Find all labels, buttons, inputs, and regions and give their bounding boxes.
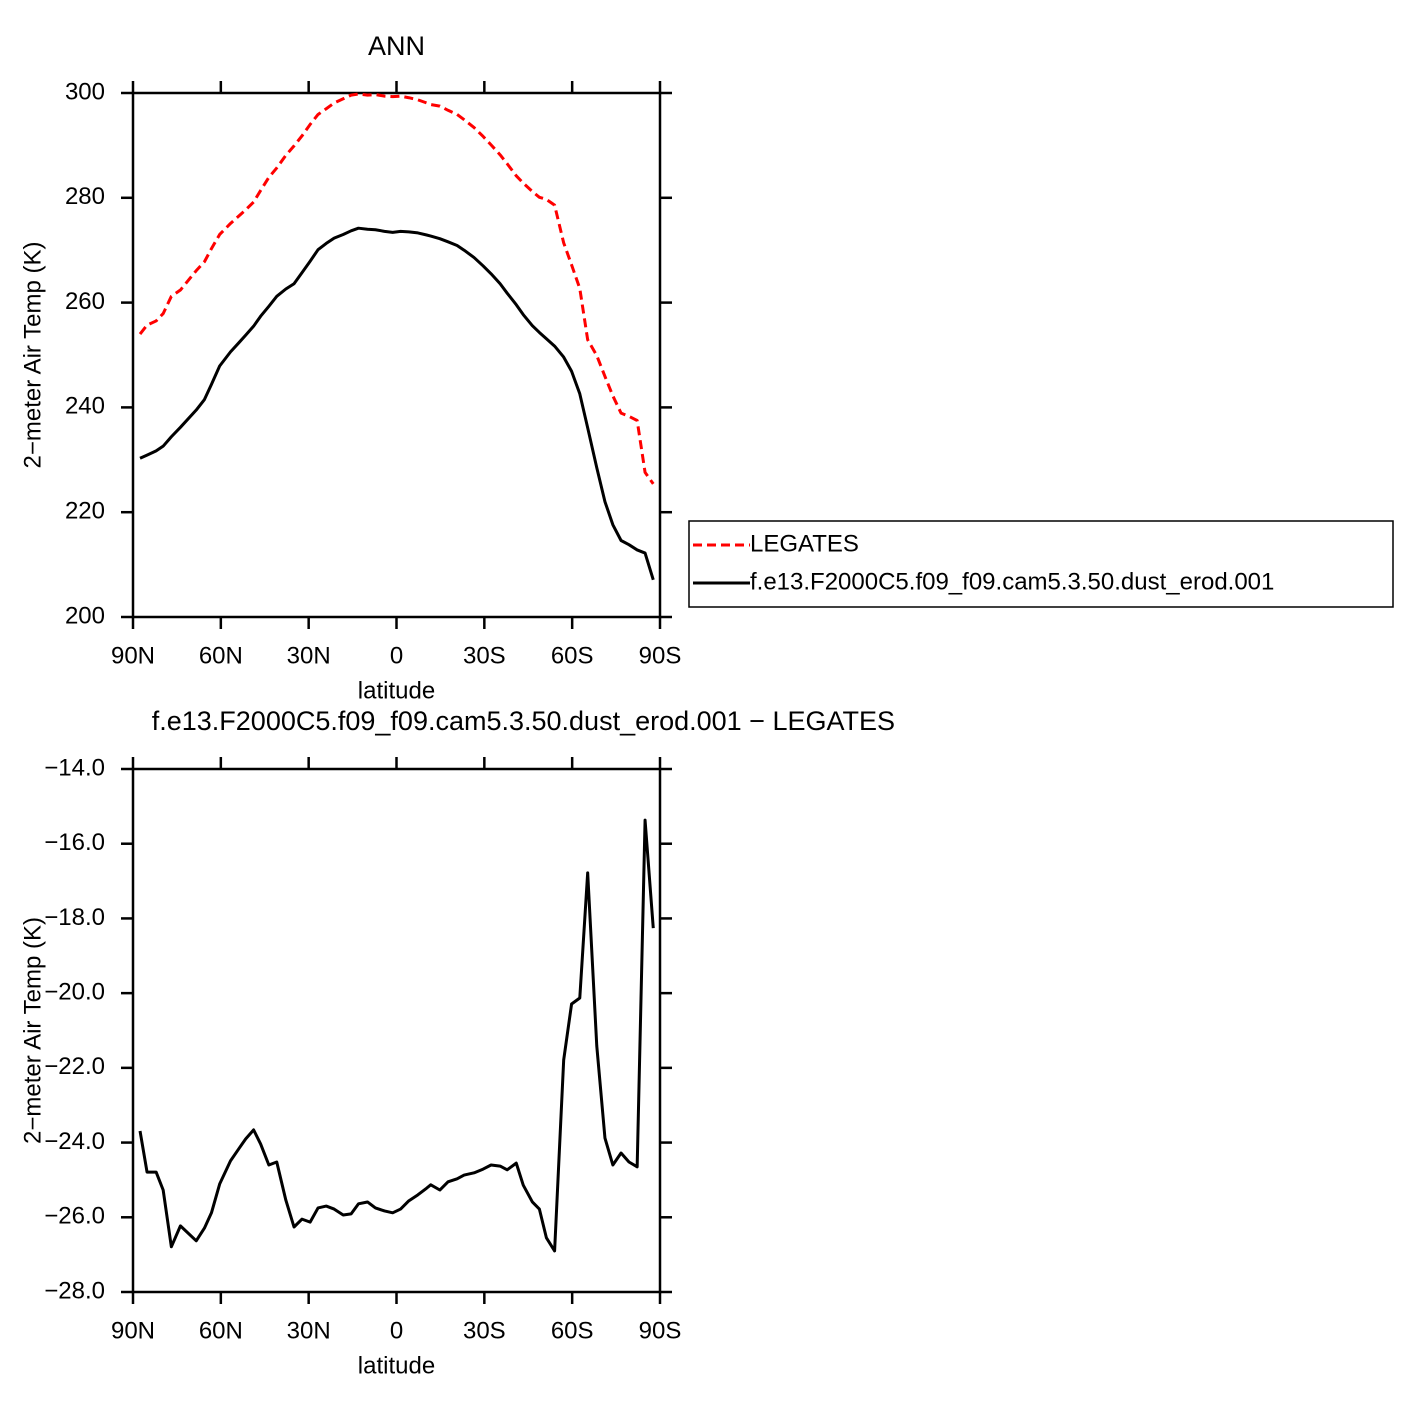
x-tick-label: 90S xyxy=(639,1317,682,1344)
x-tick-label: 30S xyxy=(463,1317,506,1344)
x-tick-label: 60S xyxy=(551,1317,594,1344)
y-tick-label: −14.0 xyxy=(44,754,105,781)
x-tick-label: 0 xyxy=(390,1317,403,1344)
x-tick-label: 90N xyxy=(111,1317,155,1344)
x-axis-label: latitude xyxy=(358,1352,435,1379)
plot-frame xyxy=(131,91,662,619)
data-line xyxy=(139,226,655,581)
y-tick-label: 280 xyxy=(65,183,105,210)
x-tick-label: 30N xyxy=(287,1317,331,1344)
y-tick-label: −18.0 xyxy=(44,904,105,931)
y-tick-label: 300 xyxy=(65,78,105,105)
legend-label: LEGATES xyxy=(750,530,859,557)
x-tick-label: 90N xyxy=(111,642,155,669)
y-tick-label: 240 xyxy=(65,393,105,420)
x-tick-label: 90S xyxy=(639,642,682,669)
y-tick-label: 260 xyxy=(65,288,105,315)
y-tick-label: −28.0 xyxy=(44,1277,105,1304)
y-tick-label: −20.0 xyxy=(44,978,105,1005)
x-tick-label: 60N xyxy=(199,642,243,669)
chart-title: ANN xyxy=(368,31,425,61)
x-tick-label: 30N xyxy=(287,642,331,669)
x-tick-label: 0 xyxy=(390,642,403,669)
x-tick-label: 60N xyxy=(199,1317,243,1344)
x-axis-label: latitude xyxy=(358,677,435,704)
chart-title: f.e13.F2000C5.f09_f09.cam5.3.50.dust_ero… xyxy=(152,706,895,736)
x-tick-label: 30S xyxy=(463,642,506,669)
y-axis-label: 2−meter Air Temp (K) xyxy=(19,917,46,1144)
y-tick-label: −24.0 xyxy=(44,1128,105,1155)
legend-box xyxy=(688,520,1394,608)
y-tick-label: 220 xyxy=(65,498,105,525)
x-tick-label: 60S xyxy=(551,642,594,669)
y-tick-label: −16.0 xyxy=(44,829,105,856)
y-tick-label: −22.0 xyxy=(44,1053,105,1080)
y-tick-label: −26.0 xyxy=(44,1203,105,1230)
y-axis-label: 2−meter Air Temp (K) xyxy=(19,242,46,469)
data-line xyxy=(138,92,655,485)
legend-label: f.e13.F2000C5.f09_f09.cam5.3.50.dust_ero… xyxy=(750,568,1274,595)
data-line xyxy=(138,818,655,1253)
y-tick-label: 200 xyxy=(65,602,105,629)
